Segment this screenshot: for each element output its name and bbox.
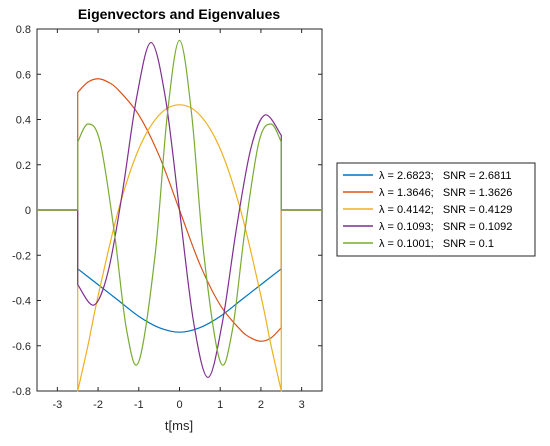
x-tick-label: -3 bbox=[52, 399, 62, 411]
x-tick-label: -2 bbox=[93, 399, 103, 411]
legend-label: λ = 0.1093; SNR = 0.1092 bbox=[379, 221, 512, 233]
y-tick-label: 0 bbox=[25, 205, 31, 217]
series-line-4 bbox=[37, 41, 322, 379]
x-tick-label: -1 bbox=[134, 399, 144, 411]
y-tick-label: -0.6 bbox=[12, 341, 31, 353]
y-tick-label: 0.2 bbox=[16, 160, 31, 172]
y-axis: -0.8 -0.6 -0.4 -0.2 0 0.2 0.4 0.6 0.8 bbox=[12, 24, 322, 398]
legend-label: λ = 0.1001; SNR = 0.1 bbox=[379, 238, 494, 250]
series-lines bbox=[37, 39, 322, 392]
legend-label: λ = 1.3646; SNR = 1.3626 bbox=[379, 187, 512, 199]
legend-label: λ = 2.6823; SNR = 2.6811 bbox=[379, 170, 512, 182]
y-tick-label: -0.8 bbox=[12, 386, 31, 398]
series-line-3 bbox=[37, 104, 322, 392]
chart-title: Eigenvectors and Eigenvalues bbox=[78, 6, 281, 22]
series-line-5 bbox=[37, 39, 322, 366]
y-tick-label: -0.4 bbox=[12, 296, 31, 308]
legend-items: λ = 2.6823; SNR = 2.6811 λ = 1.3646; SNR … bbox=[343, 170, 512, 250]
y-tick-label: 0.8 bbox=[16, 24, 31, 36]
legend-label: λ = 0.4142; SNR = 0.4129 bbox=[379, 204, 512, 216]
x-tick-label: 3 bbox=[299, 399, 305, 411]
legend: λ = 2.6823; SNR = 2.6811 λ = 1.3646; SNR … bbox=[336, 162, 536, 257]
y-tick-label: 0.4 bbox=[16, 115, 31, 127]
x-axis: -3 -2 -1 0 1 2 3 bbox=[52, 29, 305, 411]
x-tick-label: 2 bbox=[258, 399, 264, 411]
y-tick-label: -0.2 bbox=[12, 250, 31, 262]
series-line-1 bbox=[37, 209, 322, 333]
x-axis-label: t[ms] bbox=[165, 418, 193, 433]
x-tick-label: 1 bbox=[217, 399, 223, 411]
y-tick-label: 0.6 bbox=[16, 69, 31, 81]
x-tick-label: 0 bbox=[176, 399, 182, 411]
